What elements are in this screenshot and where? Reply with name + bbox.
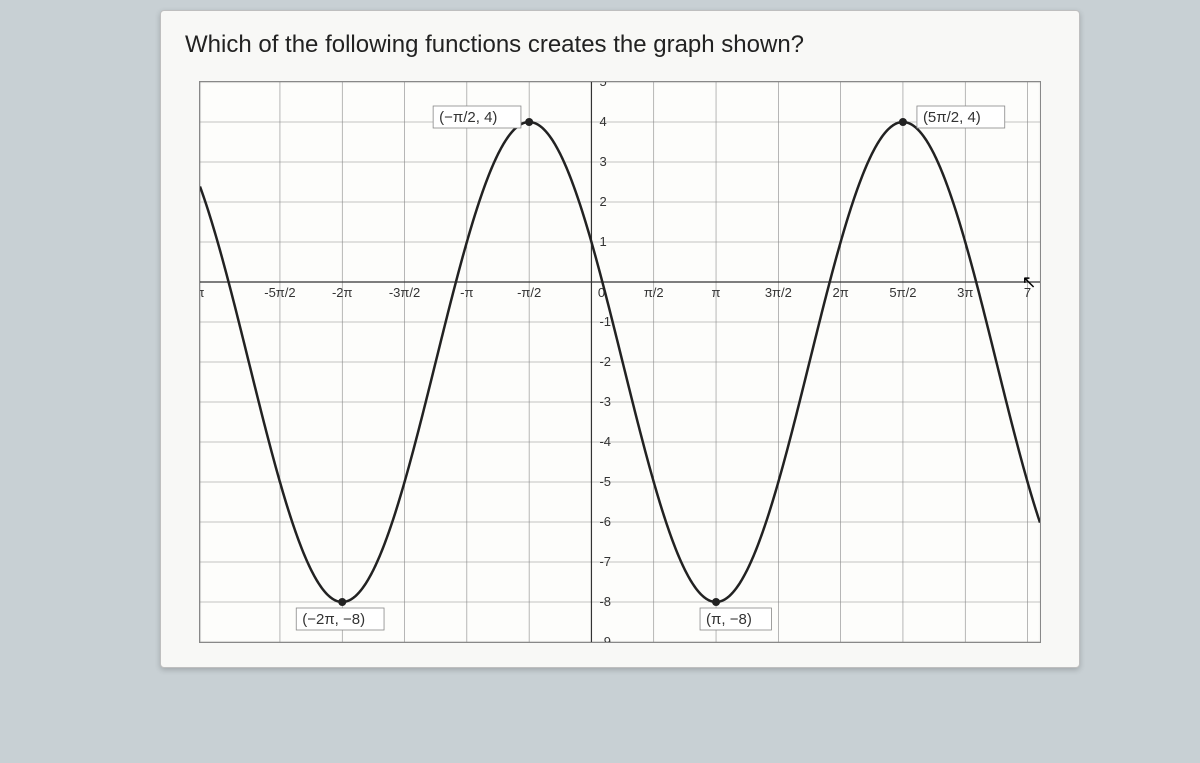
graph-container: π-5π/2-2π-3π/2-π-π/20π/2π3π/22π5π/23π754…: [199, 81, 1041, 643]
y-tick-label: -7: [599, 554, 611, 569]
y-tick-label: -3: [599, 394, 611, 409]
labeled-point: [338, 598, 346, 606]
x-tick-label: -2π: [332, 285, 353, 300]
y-tick-label: -5: [599, 474, 611, 489]
labeled-point: [525, 118, 533, 126]
labeled-point: [712, 598, 720, 606]
x-tick-label: 3π: [957, 285, 973, 300]
point-label: (−2π, −8): [302, 611, 365, 628]
x-tick-label: 5π/2: [889, 285, 916, 300]
x-tick-label: -π/2: [517, 285, 541, 300]
x-tick-label: 3π/2: [765, 285, 792, 300]
x-tick-label: π: [200, 285, 205, 300]
y-tick-label: -6: [599, 514, 611, 529]
x-tick-label: -π: [460, 285, 473, 300]
question-text: Which of the following functions creates…: [185, 27, 1055, 63]
y-tick-label: 5: [599, 82, 606, 89]
y-tick-label: 2: [599, 194, 606, 209]
x-tick-label: 2π: [833, 285, 849, 300]
y-tick-label: 1: [599, 234, 606, 249]
y-tick-label: -2: [599, 354, 611, 369]
y-tick-label: -1: [599, 314, 611, 329]
y-tick-label: -9: [599, 634, 611, 642]
cursor-icon: ↖: [1022, 272, 1037, 292]
y-tick-label: 3: [599, 154, 606, 169]
x-tick-label: π/2: [644, 285, 664, 300]
x-tick-label: -3π/2: [389, 285, 420, 300]
function-graph: π-5π/2-2π-3π/2-π-π/20π/2π3π/22π5π/23π754…: [200, 82, 1040, 642]
point-label: (5π/2, 4): [923, 109, 981, 126]
point-label: (−π/2, 4): [439, 109, 497, 126]
x-tick-label: -5π/2: [264, 285, 295, 300]
point-label: (π, −8): [706, 611, 752, 628]
labeled-point: [899, 118, 907, 126]
y-tick-label: -8: [599, 594, 611, 609]
x-tick-label: π: [712, 285, 721, 300]
y-tick-label: -4: [599, 434, 611, 449]
question-card: Which of the following functions creates…: [160, 10, 1080, 668]
y-tick-label: 4: [599, 114, 606, 129]
